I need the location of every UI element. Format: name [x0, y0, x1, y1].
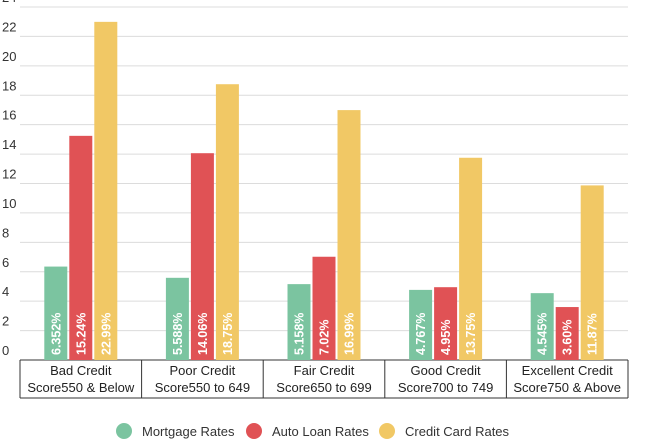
y-tick-label: 8	[2, 225, 9, 240]
data-label: 3.60%	[561, 320, 575, 355]
data-label: 13.75%	[464, 313, 478, 355]
bar	[580, 185, 604, 360]
data-label: 4.767%	[414, 313, 428, 355]
data-label: 5.158%	[293, 313, 307, 355]
category-label: Score750 & Above	[513, 380, 621, 395]
bar	[312, 256, 336, 360]
data-label: 18.75%	[221, 313, 235, 355]
category-label: Bad Credit	[50, 363, 112, 378]
y-tick-label: 16	[2, 108, 16, 123]
category-label: Good Credit	[411, 363, 481, 378]
y-tick-label: 2	[2, 314, 9, 329]
bar	[434, 287, 458, 360]
data-label: 14.06%	[196, 313, 210, 355]
category-label: Poor Credit	[170, 363, 236, 378]
bar	[190, 153, 214, 360]
y-tick-label: 10	[2, 196, 16, 211]
bar	[94, 21, 118, 361]
data-label: 16.99%	[343, 313, 357, 355]
bar	[44, 266, 68, 360]
legend-label: Credit Card Rates	[405, 424, 510, 439]
legend-marker	[246, 423, 262, 439]
data-label: 4.545%	[536, 313, 550, 355]
legend-marker	[116, 423, 132, 439]
category-label: Score550 & Below	[27, 380, 135, 395]
data-label: 6.352%	[49, 313, 63, 355]
data-label: 22.99%	[99, 313, 113, 355]
bar	[287, 284, 311, 360]
bar	[69, 135, 93, 360]
y-tick-label: 20	[2, 49, 16, 64]
bar	[459, 157, 483, 360]
legend-label: Mortgage Rates	[142, 424, 235, 439]
category-label: Fair Credit	[294, 363, 355, 378]
y-tick-label: 14	[2, 137, 16, 152]
y-tick-label: 0	[2, 343, 9, 358]
bar	[165, 277, 189, 360]
bar	[555, 307, 579, 360]
y-tick-label: 6	[2, 255, 9, 270]
y-tick-label: 4	[2, 284, 9, 299]
data-label: 7.02%	[318, 320, 332, 355]
data-label: 11.87%	[586, 313, 600, 355]
category-label: Score650 to 699	[276, 380, 371, 395]
data-label: 4.95%	[439, 320, 453, 355]
category-label: Score550 to 649	[155, 380, 250, 395]
legend-marker	[379, 423, 395, 439]
bar	[337, 110, 361, 361]
data-label: 15.24%	[74, 313, 88, 355]
bar	[409, 289, 433, 360]
y-tick-label: 24	[2, 0, 16, 5]
category-label: Excellent Credit	[522, 363, 613, 378]
legend-label: Auto Loan Rates	[272, 424, 369, 439]
bar	[215, 84, 239, 360]
bar	[530, 293, 554, 360]
y-tick-label: 22	[2, 19, 16, 34]
category-label: Score700 to 749	[398, 380, 493, 395]
y-tick-label: 12	[2, 167, 16, 182]
data-label: 5.588%	[171, 313, 185, 355]
y-tick-label: 18	[2, 78, 16, 93]
